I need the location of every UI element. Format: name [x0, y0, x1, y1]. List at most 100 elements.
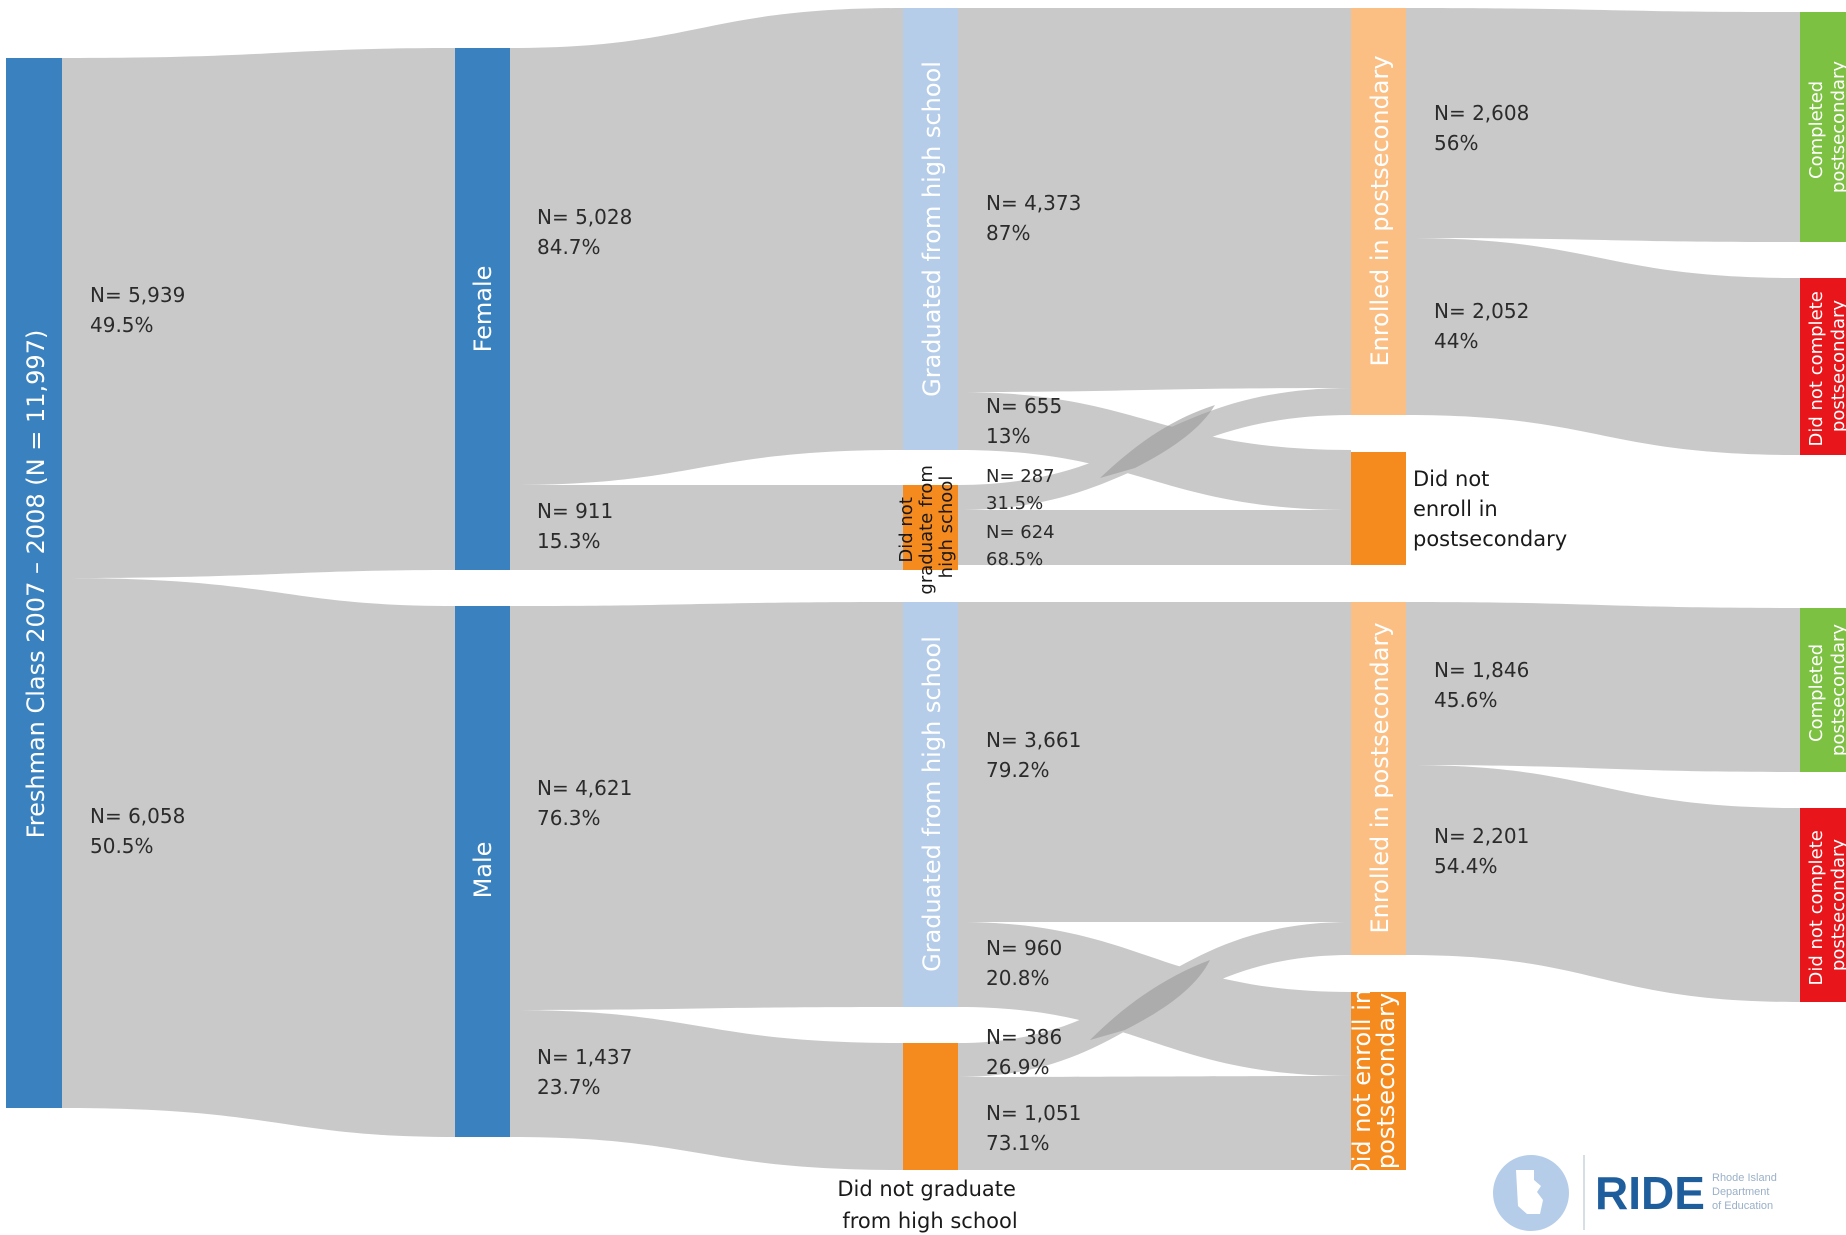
ride-logo-subtext: Rhode Island Department of Education [1712, 1172, 1780, 1212]
flow-mnograd-notenrolled [958, 1076, 1351, 1170]
node-m-grad [903, 602, 958, 1007]
flow-female-grad [510, 8, 903, 485]
node-f-not-completed [1800, 278, 1846, 455]
node-m-enrolled [1351, 602, 1406, 955]
f-notenr-line-1: Did not [1413, 467, 1489, 491]
label-mnograd-notenrolled-pct: 73.1% [986, 1131, 1050, 1155]
label-mgrad-enrolled-n: N= 3,661 [986, 728, 1081, 752]
label-fgrad-enrolled-n: N= 4,373 [986, 191, 1081, 215]
node-male [455, 606, 510, 1137]
node-f-not-completed-label: Did not complete postsecondary [1806, 285, 1846, 446]
node-m-not-completed [1800, 808, 1846, 1002]
label-fnograd-notenrolled-n: N= 624 [986, 522, 1055, 543]
f-notcomp-line-1: Did not complete [1806, 291, 1827, 446]
label-root-male-n: N= 6,058 [90, 804, 185, 828]
flow-fenr-notcompleted [1406, 238, 1800, 455]
m-nograd-line-2: from high school [842, 1209, 1017, 1233]
label-root-female-n: N= 5,939 [90, 283, 185, 307]
node-m-enrolled-label: Enrolled in postsecondary [1366, 622, 1394, 933]
label-fnograd-notenrolled-pct: 68.5% [986, 549, 1043, 570]
node-m-grad-label: Graduated from high school [918, 636, 946, 972]
label-fenr-notcompleted-pct: 44% [1434, 329, 1478, 353]
node-root [6, 58, 62, 1108]
m-notcomp-line-1: Did not complete [1806, 830, 1827, 985]
m-comp-line-1: Completed [1806, 644, 1827, 742]
node-f-nograd-label: Did not graduate from high school [896, 459, 957, 594]
flow-root-male [62, 578, 455, 1137]
label-mnograd-enrolled-n: N= 386 [986, 1025, 1062, 1049]
label-menr-notcompleted-n: N= 2,201 [1434, 824, 1529, 848]
label-mnograd-enrolled-pct: 26.9% [986, 1055, 1050, 1079]
node-female [455, 48, 510, 570]
f-comp-line-2: postsecondary [1828, 61, 1846, 194]
node-m-completed [1800, 608, 1846, 772]
m-notcomp-line-2: postsecondary [1828, 839, 1846, 972]
f-nograd-line-3: high school [936, 476, 957, 579]
label-mgrad-notenrolled-pct: 20.8% [986, 966, 1050, 990]
node-m-not-enrolled [1351, 992, 1406, 1170]
flow-female-nograd [510, 485, 903, 570]
label-fgrad-enrolled-pct: 87% [986, 221, 1030, 245]
f-notenr-line-3: postsecondary [1413, 527, 1567, 551]
node-f-not-enrolled-label: Did not enroll in postsecondary [1413, 467, 1567, 551]
node-f-enrolled [1351, 8, 1406, 415]
node-male-label: Male [469, 842, 497, 899]
ride-sub-line-1: Rhode Island [1712, 1172, 1777, 1184]
f-nograd-line-1: Did not [896, 497, 917, 563]
node-female-label: Female [469, 266, 497, 353]
node-f-nograd [903, 485, 958, 570]
m-comp-line-2: postsecondary [1828, 624, 1846, 757]
flow-fnograd-notenrolled [958, 510, 1351, 565]
label-male-nograd-pct: 23.7% [537, 1075, 601, 1099]
ride-sub-line-2: Department [1712, 1186, 1769, 1198]
ride-logo-state-icon [1516, 1170, 1543, 1214]
flow-menr-notcompleted [1406, 765, 1800, 1002]
node-f-grad [903, 8, 958, 450]
label-mgrad-notenrolled-n: N= 960 [986, 936, 1062, 960]
label-root-female-pct: 49.5% [90, 313, 154, 337]
node-root-label: Freshman Class 2007 – 2008 (N = 11,997) [22, 330, 50, 839]
label-fenr-completed-n: N= 2,608 [1434, 101, 1529, 125]
f-notenr-line-2: enroll in [1413, 497, 1498, 521]
label-male-grad-n: N= 4,621 [537, 776, 632, 800]
node-m-not-completed-label: Did not complete postsecondary [1806, 824, 1846, 985]
label-menr-completed-n: N= 1,846 [1434, 658, 1529, 682]
flow-labels: N= 5,939 49.5% N= 6,058 50.5% N= 5,028 8… [90, 101, 1529, 1155]
label-male-grad-pct: 76.3% [537, 806, 601, 830]
f-notcomp-line-2: postsecondary [1828, 300, 1846, 433]
node-f-not-enrolled [1351, 452, 1406, 565]
m-notenr-line-2: postsecondary [1372, 993, 1400, 1169]
label-female-nograd-pct: 15.3% [537, 529, 601, 553]
label-fnograd-enrolled-pct: 31.5% [986, 493, 1043, 514]
flow-fenr-completed [1406, 8, 1800, 242]
label-fgrad-notenrolled-n: N= 655 [986, 394, 1062, 418]
m-nograd-line-1: Did not graduate [837, 1177, 1016, 1201]
ride-sub-line-3: of Education [1712, 1200, 1773, 1212]
flow-fgrad-enrolled [958, 8, 1351, 392]
node-m-nograd-label: Did not graduate from high school [837, 1177, 1022, 1233]
label-fenr-completed-pct: 56% [1434, 131, 1478, 155]
label-fgrad-notenrolled-pct: 13% [986, 424, 1030, 448]
node-m-completed-label: Completed postsecondary [1806, 624, 1846, 757]
label-menr-completed-pct: 45.6% [1434, 688, 1498, 712]
label-mgrad-enrolled-pct: 79.2% [986, 758, 1050, 782]
flow-male-grad [510, 602, 903, 1010]
nodes: Freshman Class 2007 – 2008 (N = 11,997) … [6, 8, 1846, 1233]
node-f-completed [1800, 12, 1846, 242]
label-male-nograd-n: N= 1,437 [537, 1045, 632, 1069]
label-fnograd-enrolled-n: N= 287 [986, 466, 1055, 487]
label-female-grad-n: N= 5,028 [537, 205, 632, 229]
node-f-grad-label: Graduated from high school [918, 61, 946, 397]
flow-overlap-female [1100, 405, 1215, 478]
label-root-male-pct: 50.5% [90, 834, 154, 858]
node-f-enrolled-label: Enrolled in postsecondary [1366, 55, 1394, 366]
ride-logo: RIDE Rhode Island Department of Educatio… [1493, 1155, 1780, 1231]
ride-logo-wordmark: RIDE [1595, 1167, 1705, 1219]
label-fenr-notcompleted-n: N= 2,052 [1434, 299, 1529, 323]
node-m-not-enrolled-label: Did not enroll in postsecondary [1348, 981, 1400, 1180]
flow-menr-completed [1406, 602, 1800, 772]
label-mnograd-notenrolled-n: N= 1,051 [986, 1101, 1081, 1125]
m-notenr-line-1: Did not enroll in [1348, 989, 1376, 1181]
f-comp-line-1: Completed [1806, 81, 1827, 179]
